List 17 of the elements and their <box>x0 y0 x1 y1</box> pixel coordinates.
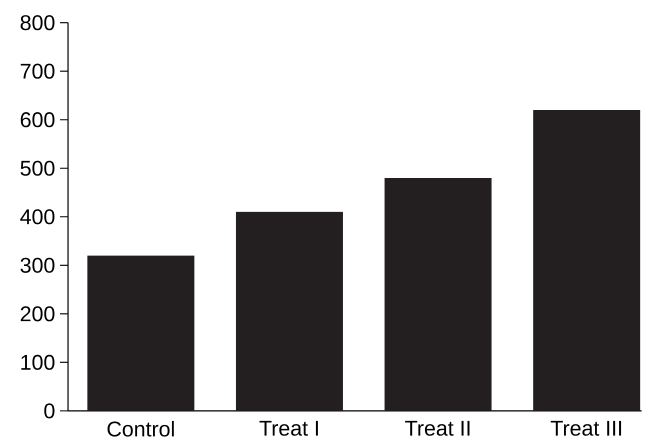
y-tick-label: 800 <box>20 15 54 30</box>
bar <box>384 178 492 412</box>
y-tick-label: 0 <box>44 404 54 419</box>
y-tick-label: 500 <box>20 160 54 176</box>
y-tick-label: 300 <box>20 258 54 274</box>
bar <box>533 110 640 412</box>
x-tick-label: Treat III <box>550 421 622 436</box>
bar <box>236 212 343 412</box>
x-tick-label: Treat I <box>259 421 318 436</box>
y-tick-label: 100 <box>21 355 54 370</box>
bar <box>87 256 194 412</box>
x-tick-label: Control <box>108 421 174 437</box>
y-tick-label: 400 <box>20 209 54 225</box>
y-tick-label: 200 <box>20 306 54 322</box>
y-tick-label: 700 <box>20 64 54 79</box>
x-tick-label: Treat II <box>405 421 470 436</box>
y-tick-label: 600 <box>20 112 54 128</box>
